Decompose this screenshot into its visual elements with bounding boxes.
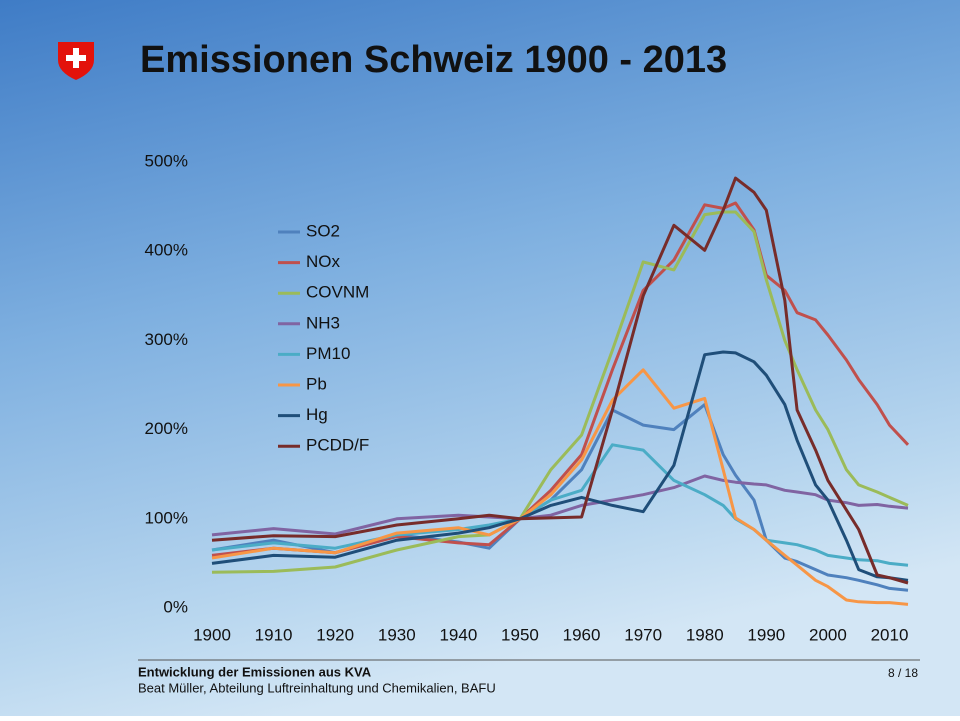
y-tick-label: 400% — [145, 241, 188, 260]
slide-title: Emissionen Schweiz 1900 - 2013 — [140, 39, 727, 81]
x-tick-label: 1940 — [439, 625, 477, 644]
legend-label: NH3 — [306, 313, 340, 332]
y-tick-label: 500% — [145, 151, 188, 170]
x-tick-label: 1950 — [501, 625, 539, 644]
legend-label: Hg — [306, 405, 328, 424]
series-line — [211, 176, 909, 585]
legend-label: COVNM — [306, 283, 369, 302]
y-tick-label: 300% — [145, 330, 188, 349]
series-line — [211, 210, 909, 574]
x-tick-label: 1900 — [193, 625, 231, 644]
legend-label: PM10 — [306, 344, 350, 363]
legend: SO2 NOx COVNM NH3 PM10 Pb Hg PCDD/F — [278, 221, 369, 455]
x-tick-label: 1920 — [316, 625, 354, 644]
footer-page: 8 / 18 — [888, 666, 918, 680]
series-line — [211, 201, 910, 557]
x-tick-label: 1970 — [624, 625, 662, 644]
footer-subject: Entwicklung der Emissionen aus KVA — [138, 664, 372, 679]
y-tick-label: 200% — [145, 419, 188, 438]
x-tick-label: 1990 — [747, 625, 785, 644]
x-tick-label: 1980 — [686, 625, 724, 644]
y-tick-label: 100% — [145, 508, 188, 527]
chart: 0% 100% 200% 300% 400% 500% 1900 1910 1920 1930 19… — [145, 151, 910, 644]
legend-label: Pb — [306, 374, 327, 393]
series-line — [211, 368, 909, 606]
swiss-flag — [58, 42, 94, 80]
x-tick-label: 1910 — [255, 625, 293, 644]
x-tick-label: 1930 — [378, 625, 416, 644]
x-tick-label: 1960 — [563, 625, 601, 644]
footer-author: Beat Müller, Abteilung Luftreinhaltung u… — [138, 680, 496, 695]
y-tick-label: 0% — [163, 597, 188, 616]
legend-label: PCDD/F — [306, 436, 369, 455]
x-tick-label: 2010 — [871, 625, 909, 644]
legend-label: SO2 — [306, 221, 340, 240]
legend-label: NOx — [306, 252, 341, 271]
x-tick-label: 2000 — [809, 625, 847, 644]
series-line — [211, 350, 909, 582]
